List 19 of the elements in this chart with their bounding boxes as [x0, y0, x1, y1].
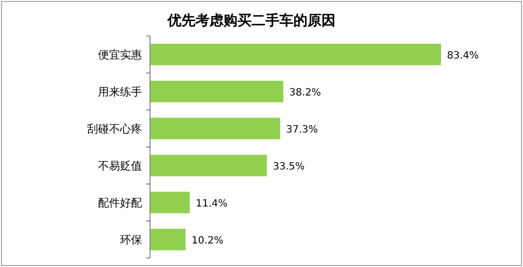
y-tick-label: 不易贬值 [98, 160, 142, 172]
data-label: 37.3% [286, 124, 318, 136]
bar [150, 118, 280, 140]
y-tick-label: 配件好配 [98, 196, 142, 210]
y-tick-label: 便宜实惠 [98, 48, 142, 62]
bar [150, 80, 284, 102]
y-tick-label: 刮碰不心疼 [87, 122, 142, 136]
bar [150, 228, 186, 250]
bar [150, 44, 441, 66]
chart-title: 优先考虑购买二手车的原因 [166, 12, 336, 29]
bar [150, 192, 190, 214]
data-label: 11.4% [196, 198, 228, 210]
data-label: 10.2% [192, 236, 224, 246]
data-label: 33.5% [272, 162, 305, 172]
data-label: 38.2% [289, 88, 322, 98]
y-tick-label: 用来练手 [98, 86, 142, 98]
data-label: 83.4% [447, 50, 479, 62]
y-tick-label: 环保 [120, 234, 142, 246]
bar [150, 154, 267, 176]
